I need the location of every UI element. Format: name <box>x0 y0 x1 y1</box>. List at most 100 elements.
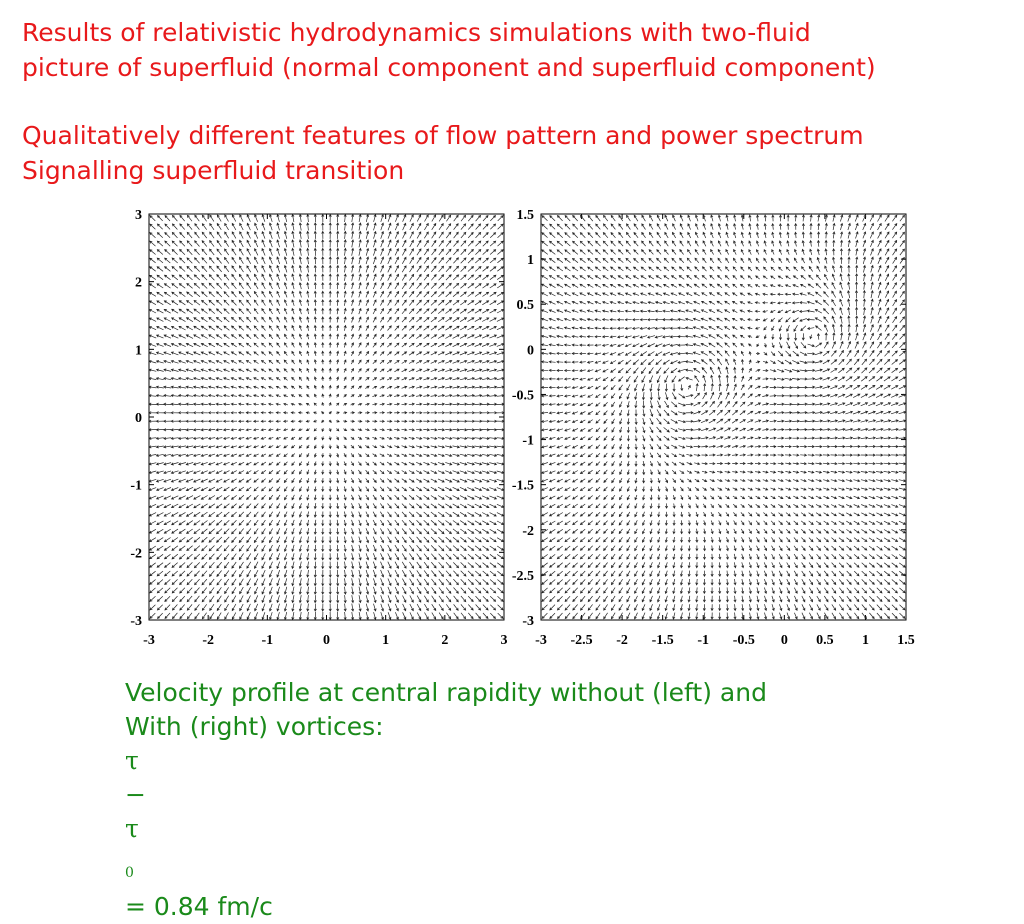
velocity-arrow <box>626 612 631 620</box>
velocity-arrow <box>700 436 709 440</box>
velocity-arrow <box>200 470 208 474</box>
velocity-arrow <box>609 318 617 322</box>
velocity-arrow <box>672 578 676 586</box>
velocity-arrow <box>564 436 571 440</box>
velocity-arrow <box>467 562 475 568</box>
velocity-arrow <box>192 394 201 398</box>
velocity-arrow <box>216 578 222 586</box>
velocity-arrow <box>642 528 646 535</box>
velocity-arrow <box>870 281 874 290</box>
velocity-arrow <box>163 343 172 347</box>
velocity-arrow <box>489 274 497 280</box>
velocity-arrow <box>215 394 223 398</box>
velocity-arrow <box>700 359 708 365</box>
velocity-arrow <box>733 222 737 230</box>
velocity-arrow <box>869 349 875 357</box>
velocity-arrow <box>372 536 377 544</box>
velocity-arrow <box>291 307 295 315</box>
velocity-arrow <box>475 587 482 594</box>
velocity-arrow <box>801 595 806 603</box>
velocity-arrow <box>610 562 616 569</box>
velocity-arrow <box>817 231 821 239</box>
velocity-arrow <box>215 495 223 500</box>
velocity-arrow <box>209 223 215 230</box>
velocity-arrow <box>423 325 430 331</box>
velocity-arrow <box>572 570 578 577</box>
velocity-arrow <box>373 595 377 604</box>
velocity-arrow <box>847 239 851 247</box>
velocity-arrow <box>171 249 178 255</box>
velocity-arrow <box>192 402 201 406</box>
velocity-arrow <box>693 292 700 297</box>
velocity-arrow <box>541 579 548 585</box>
velocity-arrow <box>446 223 452 230</box>
velocity-arrow <box>679 240 684 247</box>
velocity-arrow <box>679 604 683 612</box>
velocity-arrow <box>284 307 288 315</box>
velocity-arrow <box>379 445 385 449</box>
velocity-arrow <box>343 536 347 544</box>
velocity-arrow <box>801 612 806 620</box>
y-tick-label: 3 <box>135 208 142 223</box>
velocity-arrow <box>610 240 616 247</box>
velocity-arrow <box>739 453 747 457</box>
velocity-arrow <box>778 248 783 255</box>
velocity-arrow <box>740 479 746 483</box>
velocity-arrow <box>149 612 156 619</box>
velocity-arrow <box>179 231 186 239</box>
velocity-arrow <box>231 595 237 603</box>
velocity-arrow <box>164 266 171 272</box>
velocity-arrow <box>687 511 691 518</box>
velocity-arrow <box>716 342 723 348</box>
velocity-arrow <box>540 411 549 415</box>
velocity-arrow <box>868 453 876 457</box>
velocity-arrow <box>237 445 245 449</box>
velocity-arrow <box>474 537 482 543</box>
velocity-arrow <box>665 503 669 509</box>
velocity-arrow <box>672 537 676 543</box>
velocity-arrow <box>830 419 839 423</box>
velocity-arrow <box>291 528 295 535</box>
velocity-arrow <box>423 445 431 449</box>
velocity-arrow <box>649 494 653 501</box>
velocity-arrow <box>261 569 266 578</box>
velocity-arrow <box>496 377 505 381</box>
velocity-arrow <box>467 537 475 543</box>
velocity-arrow <box>207 419 216 423</box>
velocity-arrow <box>453 240 459 247</box>
velocity-arrow <box>372 519 377 527</box>
velocity-arrow <box>387 478 392 483</box>
velocity-arrow <box>822 419 831 423</box>
velocity-arrow <box>336 469 340 475</box>
velocity-arrow <box>740 520 745 526</box>
velocity-arrow <box>649 443 654 450</box>
velocity-arrow <box>541 257 549 263</box>
velocity-arrow <box>572 537 578 543</box>
velocity-arrow <box>634 452 638 459</box>
velocity-arrow <box>171 595 178 603</box>
velocity-arrow <box>245 377 252 381</box>
velocity-arrow <box>657 578 661 586</box>
velocity-arrow <box>641 383 646 392</box>
velocity-arrow <box>823 529 830 534</box>
velocity-arrow <box>700 351 708 356</box>
velocity-arrow <box>898 445 907 449</box>
velocity-arrow <box>837 393 846 398</box>
velocity-arrow <box>571 309 579 313</box>
velocity-arrow <box>838 495 845 500</box>
velocity-arrow <box>328 290 332 298</box>
velocity-arrow <box>401 570 407 578</box>
velocity-arrow <box>291 578 295 587</box>
velocity-arrow <box>762 266 768 272</box>
velocity-arrow <box>733 553 737 560</box>
velocity-arrow <box>372 469 377 475</box>
velocity-arrow <box>884 350 890 357</box>
velocity-arrow <box>290 394 296 398</box>
velocity-arrow <box>548 292 556 297</box>
velocity-arrow <box>784 377 793 381</box>
velocity-arrow <box>839 315 843 324</box>
velocity-arrow <box>261 586 266 595</box>
velocity-arrow <box>641 249 647 255</box>
velocity-arrow <box>489 436 498 440</box>
velocity-arrow <box>379 359 385 364</box>
